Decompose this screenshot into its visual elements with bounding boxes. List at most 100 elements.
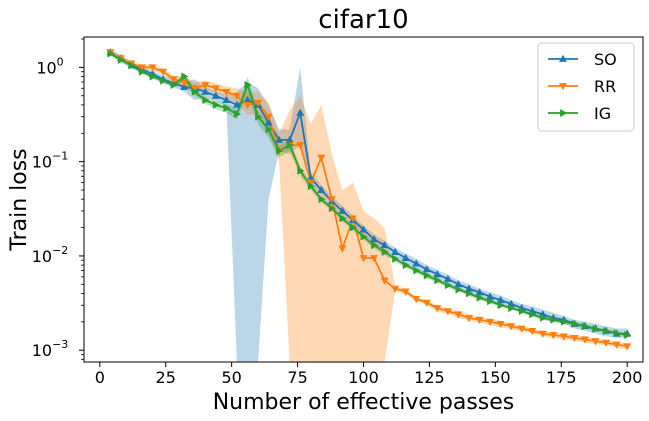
y-axis-ticks: 100 10−1 10−2 10−3 — [32, 38, 84, 360]
y-tick-label: 10−2 — [32, 244, 69, 266]
x-tick-label: 100 — [348, 368, 379, 387]
x-tick-label: 200 — [612, 368, 643, 387]
point-rr — [623, 343, 632, 351]
point-rr — [570, 335, 579, 343]
point-rr — [559, 333, 568, 341]
x-tick-label: 50 — [221, 368, 241, 387]
point-rr — [507, 323, 516, 331]
point-ig — [118, 55, 126, 64]
y-axis-label: Train loss — [7, 148, 32, 251]
point-ig — [139, 67, 147, 76]
point-rr — [454, 311, 463, 319]
point-ig — [276, 146, 284, 155]
x-axis-label: Number of effective passes — [213, 390, 515, 415]
legend: SO RR IG — [537, 42, 635, 132]
y-tick-label: 100 — [36, 55, 63, 77]
point-so — [370, 235, 378, 243]
y-tick-exponent: 0 — [57, 55, 64, 68]
point-so — [454, 280, 463, 288]
point-ig — [160, 76, 168, 85]
legend-marker-so — [559, 54, 567, 62]
point-so — [338, 206, 347, 214]
point-ig — [423, 271, 431, 280]
point-ig — [212, 100, 220, 109]
point-so — [222, 95, 231, 103]
point-ig — [244, 81, 252, 89]
point-ig — [371, 241, 379, 250]
point-ig — [191, 87, 199, 96]
point-rr — [254, 100, 262, 108]
point-rr — [517, 325, 526, 333]
point-rr — [433, 305, 442, 313]
chart-title: cifar10 — [318, 5, 408, 35]
point-ig — [518, 307, 526, 316]
point-ig — [381, 248, 389, 256]
point-so — [264, 118, 273, 126]
point-ig — [561, 317, 569, 326]
point-rr — [496, 321, 505, 329]
point-rr — [232, 92, 241, 100]
point-so — [359, 225, 368, 233]
point-ig — [328, 204, 337, 213]
point-so — [475, 288, 484, 296]
point-so — [380, 241, 389, 249]
point-rr — [538, 330, 547, 338]
legend-label-rr: RR — [594, 77, 616, 96]
point-so — [317, 185, 326, 193]
point-ig — [476, 293, 484, 302]
point-rr — [602, 339, 611, 347]
point-rr — [422, 299, 431, 307]
point-ig — [265, 125, 273, 134]
point-rr — [327, 196, 336, 204]
point-so — [391, 247, 400, 255]
point-ig — [624, 331, 632, 339]
point-so — [401, 253, 410, 261]
point-so — [443, 274, 452, 282]
point-ig — [571, 319, 579, 328]
point-ig — [350, 223, 358, 232]
point-rr — [349, 215, 357, 223]
point-rr — [612, 341, 621, 349]
legend-marker-ig — [560, 109, 568, 117]
point-ig — [466, 289, 474, 298]
point-so — [243, 95, 252, 103]
point-rr — [370, 255, 378, 263]
point-ig — [497, 301, 505, 310]
point-ig — [613, 329, 621, 338]
point-ig — [392, 254, 400, 263]
point-so — [275, 135, 284, 143]
y-tick-exponent: −1 — [52, 150, 68, 163]
point-so — [232, 100, 241, 108]
point-rr — [359, 255, 368, 263]
point-rr — [264, 113, 273, 121]
point-rr — [222, 88, 231, 97]
point-rr — [211, 85, 220, 93]
point-rr — [401, 288, 410, 296]
point-rr — [180, 79, 189, 87]
point-rr — [138, 64, 146, 72]
point-ig — [297, 166, 305, 175]
point-ig — [149, 72, 157, 81]
legend-box — [537, 42, 635, 132]
point-ig — [128, 61, 136, 70]
point-so — [486, 292, 495, 300]
point-rr — [243, 102, 252, 110]
point-ig — [107, 49, 115, 58]
point-ig — [170, 81, 178, 89]
point-so — [433, 270, 442, 278]
point-rr — [169, 76, 178, 84]
point-rr — [591, 338, 600, 346]
x-tick-label: 0 — [95, 368, 105, 387]
point-ig — [234, 110, 242, 118]
point-rr — [443, 308, 452, 316]
point-ig — [307, 182, 315, 191]
point-ig — [603, 327, 611, 335]
point-rr — [190, 85, 199, 93]
point-so — [412, 259, 421, 267]
point-ig — [286, 141, 294, 149]
point-so — [465, 284, 473, 292]
y-tick-label: 10−3 — [32, 338, 69, 360]
point-rr — [338, 245, 347, 253]
point-rr — [159, 68, 168, 76]
